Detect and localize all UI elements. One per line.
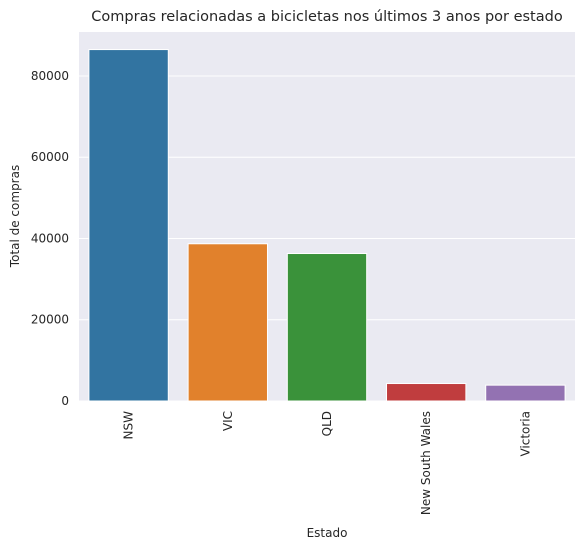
x-tick-label: New South Wales (419, 411, 433, 515)
x-axis-label: Estado (307, 526, 348, 540)
x-tick-label: Victoria (518, 411, 532, 457)
y-tick-label: 40000 (31, 231, 69, 245)
bars (88, 49, 566, 402)
y-axis-label: Total de compras (8, 165, 22, 268)
bar-nsw (88, 49, 169, 402)
x-tick-label: QLD (320, 411, 334, 436)
y-tick-label: 20000 (31, 313, 69, 327)
y-tick-label: 60000 (31, 150, 69, 164)
y-tick-label: 0 (61, 394, 69, 408)
bar-new-south-wales (386, 383, 467, 402)
bar-victoria (485, 384, 566, 402)
y-axis-ticks: 0 20000 40000 60000 80000 (31, 69, 69, 408)
chart-title: Compras relacionadas a bicicletas nos úl… (91, 9, 563, 25)
x-tick-label: NSW (122, 411, 136, 440)
x-axis-ticks: NSW VIC QLD New South Wales Victoria (122, 411, 533, 515)
bar-vic (187, 243, 268, 402)
x-tick-label: VIC (221, 411, 235, 431)
bar-qld (286, 253, 368, 402)
y-tick-label: 80000 (31, 69, 69, 83)
